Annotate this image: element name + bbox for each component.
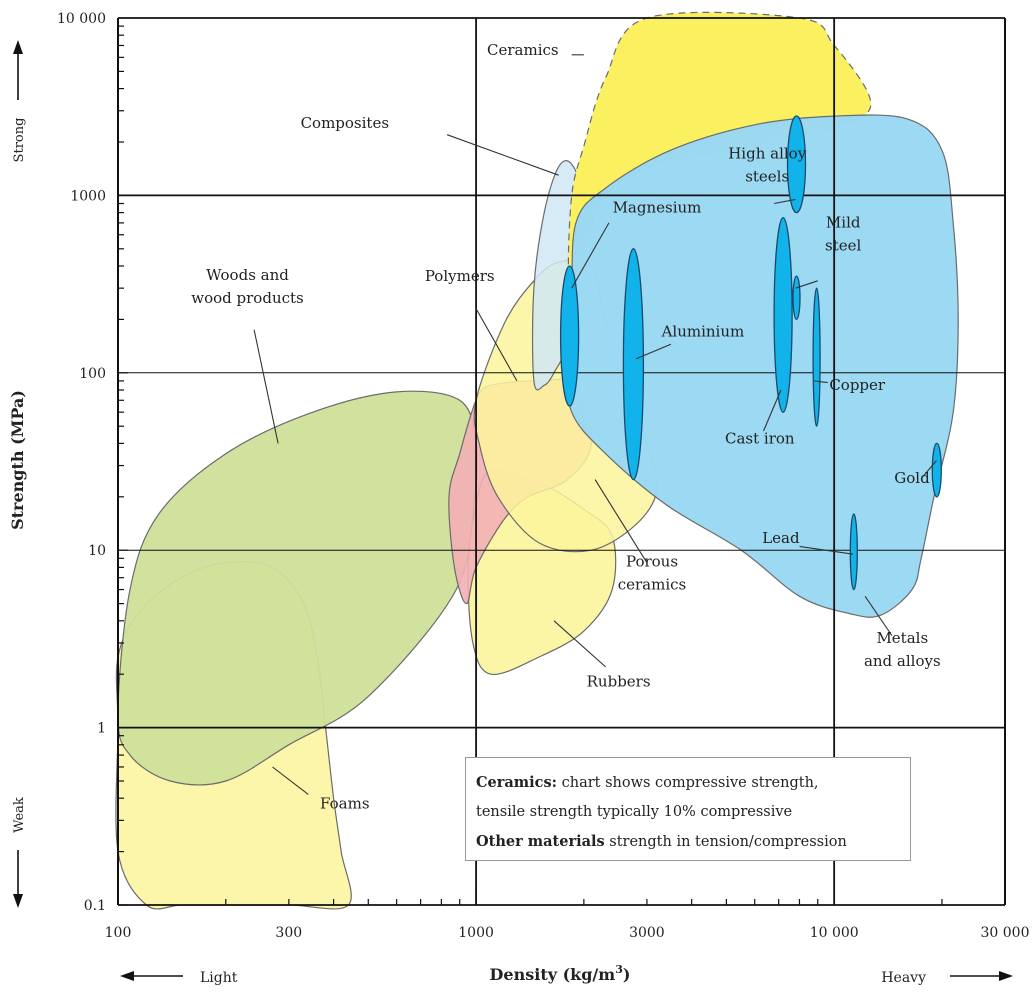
note-line-3: Other materials strength in tension/comp… — [476, 827, 900, 857]
leader-lead — [799, 545, 854, 555]
label-line-high-alloy-steels-1: steels — [745, 168, 789, 186]
x-axis-title-close: ) — [623, 965, 631, 984]
light-arrow-head — [120, 971, 134, 981]
x-axis-title-text: Density (kg/m — [490, 965, 616, 984]
leader-woods-and-wood-products — [253, 329, 279, 444]
metal-band-high-alloy-steels — [786, 115, 807, 214]
weak-arrow-head — [13, 894, 23, 908]
label-line-aluminium-0: Aluminium — [661, 323, 745, 341]
x-tick-label-300: 300 — [275, 925, 302, 941]
leader-magnesium — [571, 222, 610, 289]
leader-gold — [922, 460, 937, 477]
strong-label: Strong — [12, 118, 27, 163]
metal-band-mild-steel — [792, 275, 801, 321]
label-magnesium: Magnesium — [613, 199, 702, 217]
leader-cast-iron — [762, 389, 782, 432]
label-line-composites-0: Composites — [301, 114, 389, 132]
label-line-porous-ceramics-0: Porous — [626, 553, 678, 571]
label-ceramics: Ceramics — [487, 41, 559, 59]
x-tick-label-1000: 1000 — [458, 925, 494, 941]
metal-band-lead — [849, 513, 858, 591]
label-high-alloy-steels: High alloy steels — [728, 145, 806, 186]
label-line-mild-steel-1: steel — [825, 237, 861, 255]
x-tick-label-3000: 3000 — [629, 925, 665, 941]
label-metals-and-alloys: Metals and alloys — [864, 629, 941, 670]
chart-note-box: Ceramics: chart shows compressive streng… — [465, 757, 911, 861]
label-foams: Foams — [320, 795, 369, 813]
label-line-mild-steel-0: Mild — [826, 214, 861, 232]
note-other-label: Other materials — [476, 833, 605, 850]
y-tick-label-1: 1 — [97, 721, 106, 737]
y-tick-label-1000: 1000 — [70, 188, 106, 204]
label-line-woods-and-wood-products-1: wood products — [191, 289, 303, 307]
leader-polymers — [475, 308, 518, 382]
heavy-label: Heavy — [881, 970, 926, 986]
leader-porous-ceramics — [594, 479, 648, 563]
metal-band-gold — [931, 442, 942, 498]
label-line-polymers-0: Polymers — [425, 267, 495, 285]
x-axis-title: Density (kg/m3) — [490, 963, 631, 984]
metal-band-cast-iron — [773, 216, 793, 413]
label-aluminium: Aluminium — [661, 323, 745, 341]
label-line-rubbers-0: Rubbers — [587, 673, 651, 691]
x-tick-label-100: 100 — [105, 925, 132, 941]
light-label: Light — [200, 970, 238, 986]
label-line-metals-and-alloys-0: Metals — [876, 629, 928, 647]
metal-band-copper — [812, 287, 821, 427]
y-tick-label-10000: 10 000 — [57, 11, 106, 27]
weak-label: Weak — [12, 797, 27, 833]
region-woods-and-wood-products — [117, 390, 479, 786]
y-tick-label-100: 100 — [79, 366, 106, 382]
leader-rubbers — [553, 620, 606, 668]
label-line-copper-0: Copper — [829, 376, 886, 394]
note-other-text: strength in tension/compression — [604, 834, 847, 850]
label-gold: Gold — [894, 469, 930, 487]
label-rubbers: Rubbers — [587, 673, 651, 691]
leader-composites — [446, 134, 559, 176]
metal-band-magnesium — [559, 265, 580, 407]
note-ceramics-text: chart shows compressive strength, — [557, 775, 819, 791]
strong-arrow-head — [13, 40, 23, 54]
leader-aluminium — [635, 343, 672, 360]
label-line-metals-and-alloys-1: and alloys — [864, 652, 941, 670]
label-line-porous-ceramics-1: ceramics — [618, 576, 687, 594]
leader-copper — [814, 380, 828, 384]
leader-high-alloy-steels — [774, 198, 796, 205]
label-line-ceramics-0: Ceramics — [487, 41, 559, 59]
label-copper: Copper — [829, 376, 886, 394]
label-woods-and-wood-products: Woods and wood products — [191, 266, 303, 307]
label-line-foams-0: Foams — [320, 795, 369, 813]
x-axis-title-superscript: 3 — [615, 963, 623, 976]
label-line-lead-0: Lead — [762, 529, 800, 547]
y-axis-title: Strength (MPa) — [8, 390, 27, 530]
note-line-1: Ceramics: chart shows compressive streng… — [476, 768, 900, 798]
label-mild-steel: Mild steel — [825, 214, 861, 255]
label-line-high-alloy-steels-0: High alloy — [728, 145, 806, 163]
y-tick-label-10: 10 — [88, 543, 106, 559]
x-tick-label-10000: 10 000 — [810, 925, 859, 941]
label-line-magnesium-0: Magnesium — [613, 199, 702, 217]
note-line-2: tensile strength typically 10% compressi… — [476, 804, 793, 820]
metal-band-aluminium — [622, 248, 645, 481]
label-line-gold-0: Gold — [894, 469, 930, 487]
label-lead: Lead — [762, 529, 800, 547]
leader-foams — [272, 766, 309, 795]
label-cast-iron: Cast iron — [725, 429, 795, 447]
label-line-woods-and-wood-products-0: Woods and — [206, 266, 289, 284]
label-composites: Composites — [301, 114, 389, 132]
heavy-arrow-head — [999, 971, 1013, 981]
y-tick-label-0_1: 0.1 — [84, 898, 106, 914]
leader-mild-steel — [795, 280, 818, 289]
label-porous-ceramics: Porous ceramics — [618, 553, 687, 594]
label-polymers: Polymers — [425, 267, 495, 285]
note-ceramics-label: Ceramics: — [476, 774, 557, 791]
x-tick-label-30000: 30 000 — [981, 925, 1030, 941]
label-line-cast-iron-0: Cast iron — [725, 429, 795, 447]
leader-metals-and-alloys — [864, 595, 893, 636]
